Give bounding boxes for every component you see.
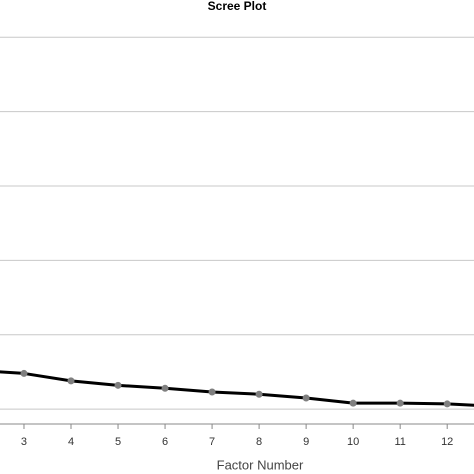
data-point [161,384,169,392]
data-point [20,369,28,377]
chart-title: Scree Plot [208,0,267,13]
plot-area [0,36,474,410]
data-point [302,394,310,402]
x-tick-label: 5 [115,436,121,448]
x-tick-label: 4 [68,436,74,448]
x-tick-label: 6 [162,436,168,448]
data-point [443,400,451,408]
x-tick-label: 8 [256,436,262,448]
x-tick-label: 10 [347,436,359,448]
x-tick-label: 3 [21,436,27,448]
data-point [396,399,404,407]
data-point [114,381,122,389]
data-point [67,377,75,385]
line [0,370,474,407]
x-tick-label: 7 [209,436,215,448]
x-axis-title: Factor Number [217,457,304,472]
data-point [255,390,263,398]
data-point [349,399,357,407]
data-point [208,388,216,396]
x-tick-label: 12 [441,436,453,448]
x-tick-label: 11 [394,436,405,448]
x-tick-label: 9 [303,436,309,448]
